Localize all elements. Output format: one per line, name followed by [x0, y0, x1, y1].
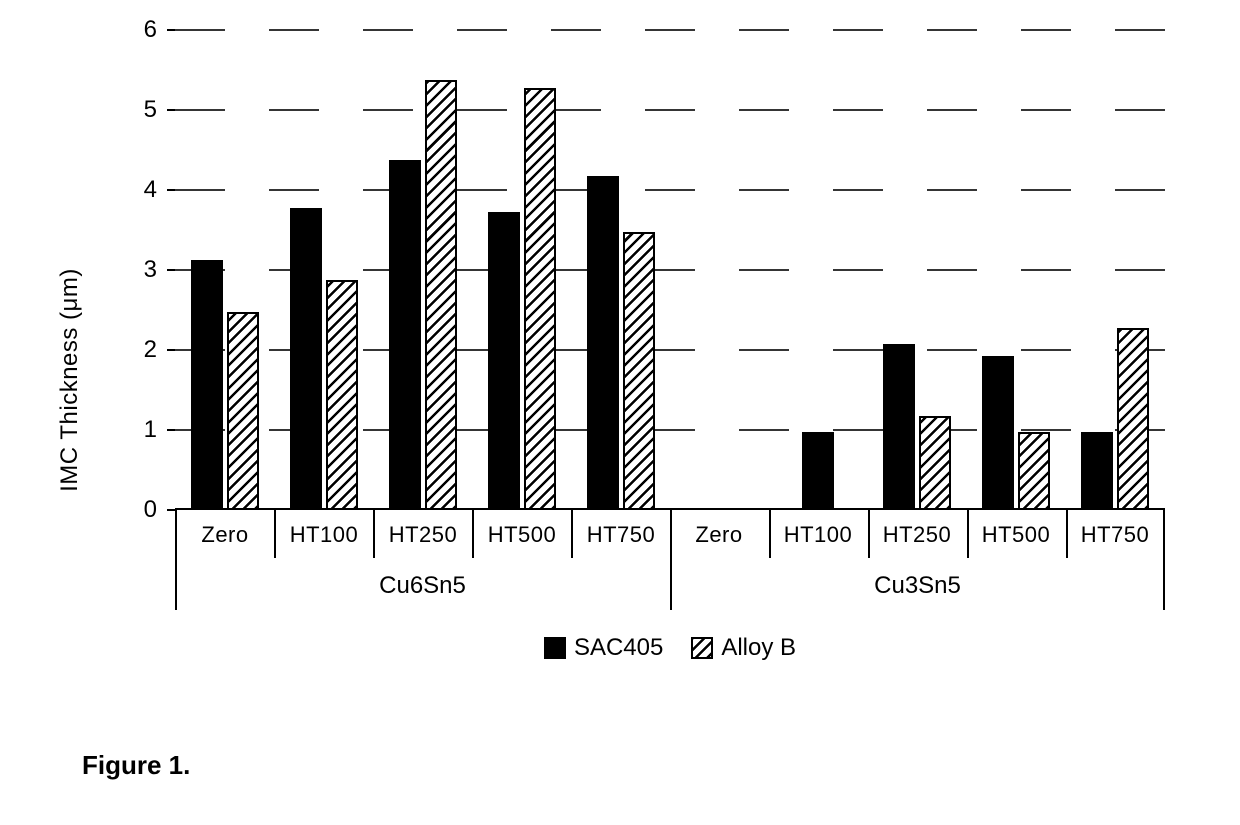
y-axis-label: IMC Thickness (μm): [56, 268, 84, 492]
x-tick-label: HT250: [389, 522, 458, 548]
y-tick: 2: [144, 336, 175, 364]
y-tick-mark: [167, 109, 175, 111]
bar-sac405: [883, 344, 915, 508]
bar-sac405: [191, 260, 223, 508]
panel-label: Cu6Sn5: [379, 572, 466, 600]
bar-sac405: [587, 176, 619, 508]
chart-legend: SAC405 Alloy B: [175, 634, 1165, 662]
bar-group: [288, 208, 360, 508]
y-tick: 5: [144, 96, 175, 124]
legend-label: SAC405: [574, 634, 663, 662]
grid-line: [175, 189, 1165, 191]
legend-item-sac405: SAC405: [544, 634, 663, 662]
bar-sac405: [488, 212, 520, 508]
bar-group: [387, 80, 459, 508]
y-tick-label: 0: [144, 496, 167, 524]
legend-item-alloy-b: Alloy B: [691, 634, 796, 662]
bar-group: [980, 356, 1052, 508]
bar-alloy-b: [524, 88, 556, 508]
bar-alloy-b: [623, 232, 655, 508]
y-tick-label: 3: [144, 256, 167, 284]
chart-container: IMC Thickness (μm) 0123456 ZeroHT100HT25…: [80, 30, 1170, 730]
category-divider: [571, 510, 573, 558]
x-tick-label: Zero: [201, 522, 248, 548]
bar-group: [585, 176, 657, 508]
bar-alloy-b: [1117, 328, 1149, 508]
x-tick-label: Zero: [695, 522, 742, 548]
y-tick-label: 4: [144, 176, 167, 204]
bar-sac405: [389, 160, 421, 508]
y-tick-mark: [167, 349, 175, 351]
x-tick-label: HT100: [290, 522, 359, 548]
legend-swatch-solid: [544, 637, 566, 659]
y-tick-mark: [167, 269, 175, 271]
bar-group: [486, 88, 558, 508]
bar-sac405: [1081, 432, 1113, 508]
y-tick-label: 5: [144, 96, 167, 124]
y-tick: 1: [144, 416, 175, 444]
y-tick-mark: [167, 509, 175, 511]
category-divider: [769, 510, 771, 558]
y-tick-label: 2: [144, 336, 167, 364]
x-tick-label: HT250: [883, 522, 952, 548]
legend-swatch-hatched: [691, 637, 713, 659]
bar-alloy-b: [425, 80, 457, 508]
y-tick: 4: [144, 176, 175, 204]
bar-alloy-b: [919, 416, 951, 508]
panel-label: Cu3Sn5: [874, 572, 961, 600]
panel-divider: [1163, 510, 1165, 610]
bar-group: [881, 344, 953, 508]
x-tick-label: HT750: [587, 522, 656, 548]
bar-sac405: [802, 432, 834, 508]
category-divider: [274, 510, 276, 558]
y-tick: 0: [144, 496, 175, 524]
figure-caption: Figure 1.: [82, 750, 190, 781]
panel-divider: [670, 510, 672, 610]
category-divider: [373, 510, 375, 558]
y-tick: 6: [144, 16, 175, 44]
bar-sac405: [982, 356, 1014, 508]
category-divider: [1066, 510, 1068, 558]
legend-label: Alloy B: [721, 634, 796, 662]
category-divider: [472, 510, 474, 558]
bar-group: [782, 432, 854, 508]
category-divider: [967, 510, 969, 558]
bar-sac405: [290, 208, 322, 508]
y-tick-label: 6: [144, 16, 167, 44]
plot-area: [175, 30, 1165, 510]
y-tick: 3: [144, 256, 175, 284]
y-tick-mark: [167, 189, 175, 191]
grid-line: [175, 109, 1165, 111]
x-tick-label: HT750: [1081, 522, 1150, 548]
x-tick-label: HT500: [488, 522, 557, 548]
x-tick-label: HT500: [982, 522, 1051, 548]
category-divider: [868, 510, 870, 558]
y-axis: 0123456: [125, 30, 175, 510]
panel-divider: [175, 510, 177, 610]
x-tick-label: HT100: [784, 522, 853, 548]
bar-group: [189, 260, 261, 508]
grid-line: [175, 29, 1165, 31]
bar-alloy-b: [326, 280, 358, 508]
y-tick-mark: [167, 429, 175, 431]
bar-alloy-b: [1018, 432, 1050, 508]
y-tick-mark: [167, 29, 175, 31]
bar-group: [1079, 328, 1151, 508]
y-tick-label: 1: [144, 416, 167, 444]
bar-alloy-b: [227, 312, 259, 508]
